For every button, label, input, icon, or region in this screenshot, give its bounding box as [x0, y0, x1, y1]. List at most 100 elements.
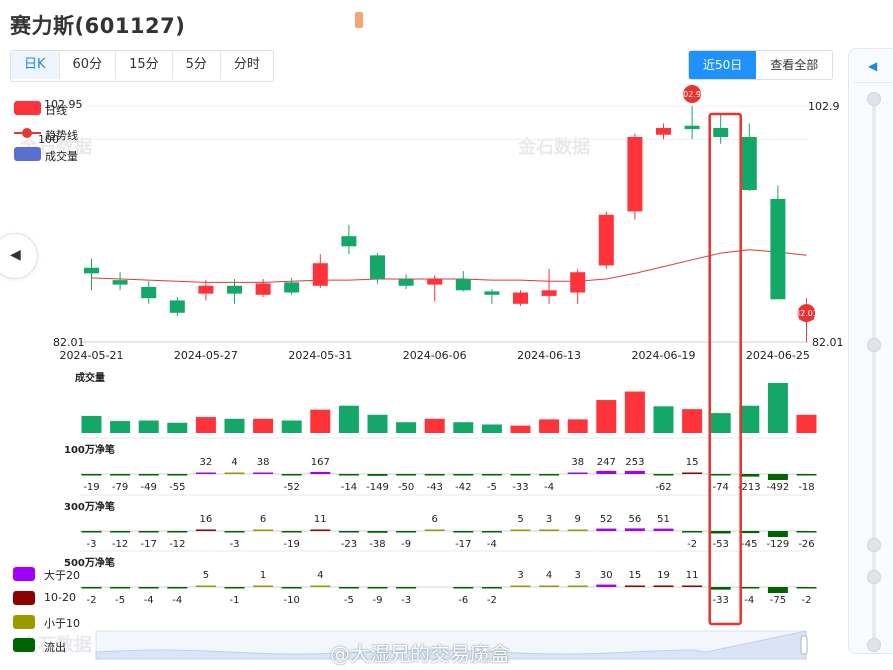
net-outflow-bar — [138, 587, 159, 589]
candle-body — [627, 136, 643, 212]
net-inflow-value: 9 — [575, 514, 581, 525]
net-inflow-value: 11 — [314, 514, 327, 525]
chevron-left-icon: ◀ — [10, 247, 21, 263]
candle-body — [370, 255, 385, 279]
net-outflow-value: -74 — [713, 482, 729, 493]
watermark: 金石数据 — [20, 635, 92, 656]
period-tabs: 日K 60分 15分 5分 分时 — [10, 50, 274, 82]
net-outflow-value: -10 — [284, 595, 300, 606]
watermark: 金石数据 — [518, 137, 590, 158]
tab-intraday[interactable]: 分时 — [233, 57, 260, 72]
net-inflow-bar — [510, 529, 531, 531]
slider-knob[interactable] — [867, 92, 881, 106]
slider-knob[interactable] — [867, 570, 881, 584]
volume-bar — [367, 414, 388, 433]
slider-knob[interactable] — [867, 538, 881, 552]
volume-bar — [253, 418, 274, 433]
net-inflow-bar — [682, 585, 703, 587]
net-outflow-value: -2 — [487, 595, 497, 606]
net-outflow-bar — [396, 531, 417, 533]
candle-body — [255, 283, 271, 295]
legend-lt10-swatch[interactable] — [13, 615, 35, 629]
side-slider-track[interactable] — [867, 92, 881, 652]
net-outflow-bar — [81, 587, 102, 589]
candle-body — [427, 278, 443, 285]
candle-body — [484, 291, 500, 295]
net-outflow-bar — [767, 474, 788, 480]
candle-body — [741, 136, 757, 190]
legend-trend-dot — [22, 128, 32, 138]
net-outflow-value: -19 — [83, 482, 99, 493]
net-inflow-value: 30 — [600, 570, 613, 581]
net-inflow-bar — [653, 585, 674, 587]
net-inflow-value: 247 — [597, 457, 616, 468]
tab-15min[interactable]: 15分 — [116, 51, 173, 79]
legend-kline-swatch[interactable] — [14, 101, 41, 115]
net-inflow-value: 5 — [517, 514, 523, 525]
volume-bar — [739, 405, 760, 433]
volume-bar — [224, 418, 245, 433]
net-outflow-bar — [167, 531, 188, 533]
legend-volume-label: 成交量 — [45, 150, 78, 163]
volume-label: 成交量 — [75, 373, 105, 384]
legend-gt20-swatch[interactable] — [13, 567, 35, 581]
net-outflow-value: -4 — [144, 595, 154, 606]
min-marker-text: 82.01 — [795, 309, 818, 318]
x-tick-label: 2024-06-19 — [632, 349, 696, 362]
net-outflow-bar — [167, 474, 188, 476]
volume-bar — [453, 422, 474, 433]
net-inflow-value: 11 — [686, 570, 699, 581]
net-outflow-bar — [481, 587, 502, 589]
legend-10-20-label: 10-20 — [44, 591, 76, 604]
net-inflow-bar — [624, 585, 645, 587]
max-marker-text: 102.95 — [678, 90, 706, 99]
slider-knob[interactable] — [867, 638, 881, 652]
net-outflow-bar — [796, 531, 817, 533]
volume-bar — [167, 422, 188, 433]
x-tick-label: 2024-05-31 — [288, 349, 352, 362]
candle-body — [713, 127, 729, 137]
legend-volume-swatch[interactable] — [14, 147, 41, 161]
tab-60min[interactable]: 60分 — [60, 51, 117, 79]
net-outflow-value: -4 — [544, 482, 554, 493]
tab-5min[interactable]: 5分 — [173, 51, 221, 79]
net-outflow-value: -12 — [112, 539, 128, 550]
prev-button[interactable]: ◀ — [0, 233, 38, 279]
range-switch: 近50日 查看全部 — [688, 50, 834, 80]
volume-bar — [624, 391, 645, 433]
range-50-days-button[interactable]: 近50日 — [689, 51, 757, 79]
volume-bar — [481, 424, 502, 433]
net-inflow-bar — [596, 584, 617, 587]
net-inflow-value: 52 — [600, 514, 613, 525]
net-inflow-value: 6 — [432, 514, 438, 525]
page-title: 赛力斯(601127) — [10, 14, 186, 38]
legend-outflow-swatch[interactable] — [13, 638, 35, 652]
tab-daily[interactable]: 日K — [11, 51, 60, 79]
net-500w-title: 500万净笔 — [64, 558, 115, 569]
net-outflow-bar — [396, 587, 417, 589]
net-outflow-value: -2 — [87, 595, 97, 606]
net-outflow-value: -45 — [741, 539, 757, 550]
volume-bar — [110, 421, 131, 433]
net-inflow-value: 15 — [686, 457, 699, 468]
net-outflow-value: -18 — [798, 482, 814, 493]
zoom-slider-handle[interactable] — [800, 635, 808, 655]
collapse-left-icon[interactable]: ◀ — [868, 59, 878, 73]
min-marker-pin — [797, 304, 816, 323]
candle-body — [112, 280, 128, 285]
candle-body — [198, 285, 214, 294]
net-inflow-bar — [195, 472, 216, 474]
net-inflow-value: 38 — [571, 457, 584, 468]
net-outflow-bar — [453, 474, 474, 476]
weibo-watermark: @大湿兄的交易魔盒 — [330, 642, 510, 666]
net-outflow-value: -4 — [172, 595, 182, 606]
volume-bar — [338, 405, 359, 433]
y-min-right-label: 82.01 — [812, 336, 844, 349]
range-all-button[interactable]: 查看全部 — [756, 51, 833, 79]
legend-10-20-swatch[interactable] — [13, 591, 35, 605]
net-outflow-bar — [682, 531, 703, 533]
net-inflow-value: 32 — [200, 457, 213, 468]
volume-bar — [396, 422, 417, 433]
slider-knob[interactable] — [867, 338, 881, 352]
net-inflow-bar — [624, 470, 645, 474]
